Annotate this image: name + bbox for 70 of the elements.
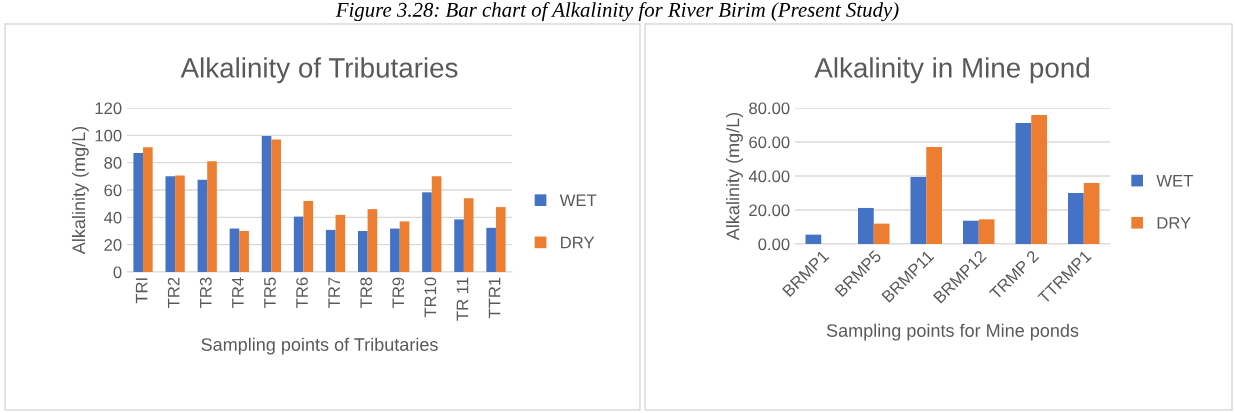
bar (303, 200, 314, 272)
bar (873, 223, 890, 244)
bar (390, 228, 400, 272)
bar (229, 228, 240, 272)
bar (431, 176, 442, 272)
bar (858, 207, 874, 244)
y-axis-title: Alkalinity (mg/L) (71, 126, 89, 255)
bar (495, 207, 506, 272)
bar (1031, 114, 1047, 244)
y-tick-label: 20.00 (749, 204, 790, 217)
legend-label: WET (559, 194, 597, 207)
x-tick-label: TR9 (392, 277, 405, 308)
bar (165, 176, 176, 272)
bar (325, 229, 336, 272)
bar (367, 209, 378, 272)
bar (454, 219, 464, 272)
bar (486, 227, 496, 272)
y-tick-label: 60.00 (749, 136, 790, 149)
x-tick-label: TR3 (199, 277, 212, 308)
chart-title: Alkalinity of Tributaries (180, 57, 458, 84)
bar (926, 147, 942, 244)
bar (1083, 182, 1100, 244)
bar (910, 177, 927, 244)
bar (978, 219, 995, 244)
x-axis-title: Sampling points for Mine ponds (826, 323, 1079, 341)
x-tick-label: TR10 (424, 277, 437, 318)
bar (197, 179, 208, 272)
bar (399, 221, 410, 272)
bar (463, 198, 474, 272)
y-axis-title: Alkalinity (mg/L) (726, 112, 743, 241)
y-tick-label: 80.00 (749, 102, 790, 115)
x-tick-label: TR5 (264, 277, 276, 308)
y-tick-label: 100 (95, 129, 122, 142)
bar (207, 161, 217, 272)
bar (261, 136, 272, 272)
x-tick-label: TR8 (360, 277, 373, 308)
bar (422, 192, 432, 272)
bar (293, 216, 304, 272)
x-tick-label: TR6 (296, 277, 308, 308)
y-tick-label: 80 (104, 157, 122, 169)
x-tick-label: TR 11 (456, 277, 469, 321)
legend-label: DRY (1157, 217, 1191, 229)
y-tick-label: 20 (104, 239, 122, 251)
x-tick-label: TRI (135, 278, 148, 304)
bar (239, 231, 249, 272)
x-axis-title: Sampling points of Tributaries (201, 337, 438, 355)
bar (143, 147, 153, 272)
legend-label: DRY (561, 236, 595, 249)
bar (335, 214, 346, 272)
y-tick-label: 120 (95, 102, 122, 115)
bar (805, 234, 822, 244)
x-tick-label: TR2 (167, 277, 180, 308)
bar (1015, 122, 1032, 244)
bar (133, 153, 144, 272)
bar (271, 139, 281, 272)
bar (1068, 193, 1084, 244)
x-tick-label: TR7 (328, 277, 340, 308)
y-tick-label: 0.00 (758, 238, 790, 251)
x-tick-label: TR4 (232, 277, 244, 308)
chart-title: Alkalinity in Mine pond (814, 57, 1089, 84)
y-tick-label: 40 (103, 211, 122, 224)
y-tick-label: 0 (113, 266, 122, 279)
bar (175, 175, 185, 272)
y-tick-label: 40.00 (748, 170, 790, 183)
x-tick-label: TTR1 (488, 277, 501, 319)
bar (963, 220, 979, 244)
y-tick-label: 60 (104, 184, 122, 197)
bar (358, 231, 368, 272)
legend-label: WET (1156, 174, 1193, 187)
caption: Figure 3.28: Bar chart of Alkalinity for River Birim (Present Study) (335, 2, 899, 22)
